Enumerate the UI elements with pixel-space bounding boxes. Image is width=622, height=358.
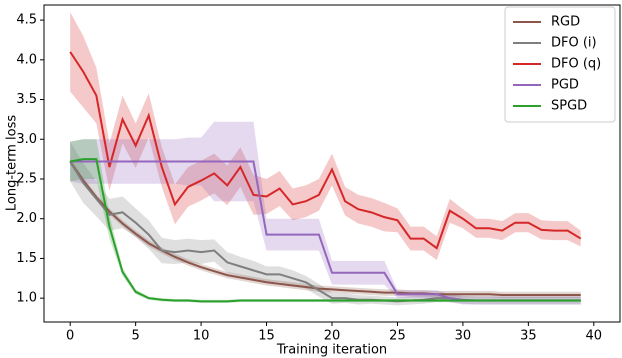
- legend-label: SPGD: [551, 99, 587, 114]
- x-tick-label: 20: [324, 329, 341, 344]
- legend-label: DFO (i): [551, 36, 597, 51]
- legend-box: [504, 6, 616, 123]
- x-tick-label: 40: [586, 329, 603, 344]
- legend-label: DFO (q): [551, 57, 601, 72]
- error-band: [70, 158, 581, 299]
- y-tick-label: 2.0: [16, 211, 37, 226]
- y-tick-label: 1.0: [16, 291, 37, 306]
- x-tick-label: 35: [520, 329, 537, 344]
- y-tick-label: 4.0: [16, 52, 37, 67]
- y-tick-label: 1.5: [16, 251, 37, 266]
- y-tick-label: 4.5: [16, 13, 37, 28]
- y-tick-label: 3.0: [16, 132, 37, 147]
- x-axis-label: Training iteration: [276, 343, 387, 358]
- error-band: [70, 121, 581, 305]
- series-line: [70, 158, 581, 303]
- x-tick-label: 30: [455, 329, 472, 344]
- y-axis-label: Long-term loss: [5, 115, 20, 211]
- error-band: [70, 12, 581, 261]
- y-tick-label: 3.5: [16, 92, 37, 107]
- series-line: [69, 51, 582, 250]
- x-tick-label: 5: [131, 329, 139, 344]
- legend-label: PGD: [551, 78, 579, 93]
- y-tick-label: 2.5: [16, 171, 37, 186]
- x-tick-label: 25: [389, 329, 406, 344]
- series-line: [69, 160, 581, 296]
- x-tick-label: 0: [66, 329, 74, 344]
- x-tick-label: 15: [258, 329, 275, 344]
- legend-label: RGD: [551, 15, 580, 30]
- x-tick-label: 10: [193, 329, 210, 344]
